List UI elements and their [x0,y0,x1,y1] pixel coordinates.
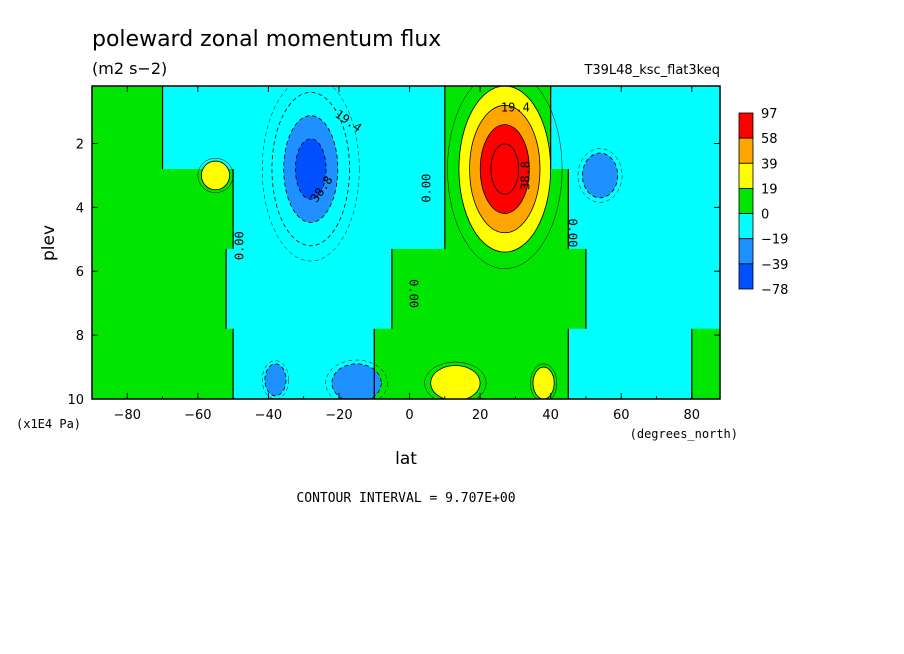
feature-3-halo [577,148,623,203]
feature-4-halo [261,360,289,399]
band-0-3 [391,86,411,170]
contour-labels: 19.4 19.438.8 38.80.000.000.000.00 [233,101,580,309]
chart-units: (m2 s−2) [92,59,167,78]
feature-0-contour-2 [295,138,327,200]
filled-bands [92,86,720,399]
contour-label-6: 0.00 [407,279,421,308]
colorbar-swatch-1 [738,137,754,164]
feature-7-fill-0 [533,367,555,399]
band-0-1 [162,86,269,170]
feature-3-contour-0 [582,152,619,199]
feature-6-halo [424,361,487,399]
feature-1-halo [447,86,563,269]
feature-1-contour-2 [479,124,530,214]
colorbar-swatch-2 [738,162,754,189]
y-axis-units: (x1E4 Pa) [16,417,81,431]
contour-label-3: 38.8 [518,161,532,190]
x-axis: −80 −60 −40 −20 0 20 40 60 80 [91,86,701,423]
band-3-0 [92,328,234,399]
colorbar-label-6: −39 [761,258,788,273]
feature-1-fill-3 [490,143,519,195]
plot-frame [91,85,721,400]
y-tick-label-2: 6 [76,265,84,280]
y-axis-label: plev [39,225,59,261]
band-2-4 [585,248,720,330]
x-tick-label-4: 0 [405,408,413,423]
y-tick-label-4: 10 [67,393,84,408]
feature-7-halo [530,363,558,399]
feature-6-fill-0 [430,365,481,399]
x-axis-label: lat [395,449,417,469]
feature-1-contour-1 [469,104,541,234]
plot-area [92,86,720,399]
band-3-3 [568,328,693,399]
feature-2-fill-0 [201,161,230,190]
x-tick-label-8: 80 [684,408,701,423]
feature-3-fill-0 [582,153,618,198]
colorbar-label-7: −78 [761,283,788,298]
band-2-2 [391,248,428,330]
contour-label-1: 19.4 [501,101,530,115]
x-tick-label-0: −80 [114,408,141,423]
band-0-4 [409,86,446,170]
x-tick-label-2: −40 [255,408,282,423]
contour-label-5: 0.00 [420,174,434,203]
feature-6-contour-0 [430,365,481,399]
feature-5-contour-0 [331,363,382,399]
band-0-0 [92,86,164,170]
feature-0-contour-0 [271,91,350,247]
feature-0-fill-2 [295,138,327,200]
feature-5-fill-0 [331,363,382,399]
contour-label-7: 0.00 [565,218,579,247]
x-tick-label-7: 60 [613,408,630,423]
colorbar-label-4: 0 [761,208,769,223]
colorbar-label-2: 39 [761,157,778,172]
colorbar-swatch-4 [738,213,754,240]
feature-2-contour-0 [200,160,230,191]
colorbar-label-5: −19 [761,233,788,248]
band-0-6 [550,86,720,170]
contour-lines [161,86,693,399]
y-tick-label-0: 2 [76,137,84,152]
feature-0-halo [261,86,360,262]
x-axis-units: (degrees_north) [630,427,738,441]
y-tick-label-3: 8 [76,329,84,344]
colorbar-swatch-3 [738,188,754,214]
band-1-3 [409,169,446,250]
colorbar-label-1: 58 [761,132,778,147]
band-1-2 [338,169,411,250]
colorbar-swatch-6 [738,263,754,290]
filled-features [201,86,618,399]
x-tick-label-1: −60 [184,408,211,423]
x-tick-label-3: −20 [325,408,352,423]
colorbar-swatch-5 [738,238,754,265]
feature-4-fill-0 [264,363,287,396]
feature-0-contour-1 [283,115,339,223]
x-tick-label-6: 40 [542,408,559,423]
colorbar-label-3: 19 [761,182,778,197]
feature-4-contour-0 [264,363,287,397]
band-2-3 [427,248,587,330]
colorbar: 97 58 39 19 0 −19 −39 −78 [738,107,788,298]
chart-title: poleward zonal momentum flux [92,27,441,52]
feature-5-halo [325,359,388,399]
y-axis: 2 4 6 8 10 [67,137,720,408]
colorbar-swatch-0 [738,112,754,139]
contour-interval: CONTOUR INTERVAL = 9.707E+00 [296,491,515,506]
band-3-4 [691,328,720,399]
run-label: T39L48_ksc_flat3keq [583,63,720,78]
colorbar-label-0: 97 [761,107,778,122]
y-tick-label-1: 4 [76,201,84,216]
band-2-1 [226,248,393,330]
x-tick-label-5: 20 [472,408,489,423]
feature-1-contour-3 [490,143,520,195]
contour-label-4: 0.00 [233,231,247,260]
band-2-0 [92,248,227,330]
